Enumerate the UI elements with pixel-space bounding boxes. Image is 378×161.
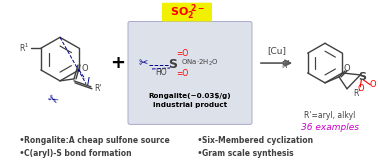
Text: C(aryl)-S bond formation: C(aryl)-S bond formation <box>24 149 132 158</box>
Text: ONa·2H$_2$O: ONa·2H$_2$O <box>181 58 218 68</box>
Text: Rongalite(~0.03$/g)
industrial product: Rongalite(~0.03$/g) industrial product <box>149 93 231 108</box>
Text: R$^1$: R$^1$ <box>19 42 29 54</box>
Text: O: O <box>344 65 350 73</box>
Text: R$^1$: R$^1$ <box>281 59 291 71</box>
Text: O: O <box>369 80 376 89</box>
Text: •: • <box>18 148 24 158</box>
Text: O: O <box>357 84 364 93</box>
Text: Gram scale synthesis: Gram scale synthesis <box>202 149 294 158</box>
Text: +: + <box>110 54 125 72</box>
Text: HO: HO <box>155 68 167 77</box>
Text: •: • <box>196 148 202 158</box>
Text: $\mathbf{SO_2^{\ 2-}}$: $\mathbf{SO_2^{\ 2-}}$ <box>170 2 204 22</box>
Text: R'=aryl, alkyl: R'=aryl, alkyl <box>304 111 356 120</box>
Text: •: • <box>18 135 24 145</box>
FancyBboxPatch shape <box>128 22 252 124</box>
Text: =O: =O <box>176 69 188 78</box>
Text: Rongalite:A cheap sulfone source: Rongalite:A cheap sulfone source <box>24 136 170 145</box>
Text: I: I <box>87 77 90 87</box>
Text: S: S <box>169 57 178 71</box>
Text: O: O <box>82 65 88 73</box>
FancyBboxPatch shape <box>162 3 212 22</box>
Text: Six-Membered cyclization: Six-Membered cyclization <box>202 136 313 145</box>
Text: 36 examples: 36 examples <box>301 123 359 132</box>
Text: [Cu]: [Cu] <box>267 46 286 55</box>
Text: ✂: ✂ <box>138 58 148 68</box>
Text: R': R' <box>94 84 102 93</box>
Text: S: S <box>358 72 366 82</box>
Text: ✂: ✂ <box>44 92 60 109</box>
Text: R': R' <box>353 89 361 98</box>
Text: •: • <box>196 135 202 145</box>
Text: =O: =O <box>176 49 188 58</box>
